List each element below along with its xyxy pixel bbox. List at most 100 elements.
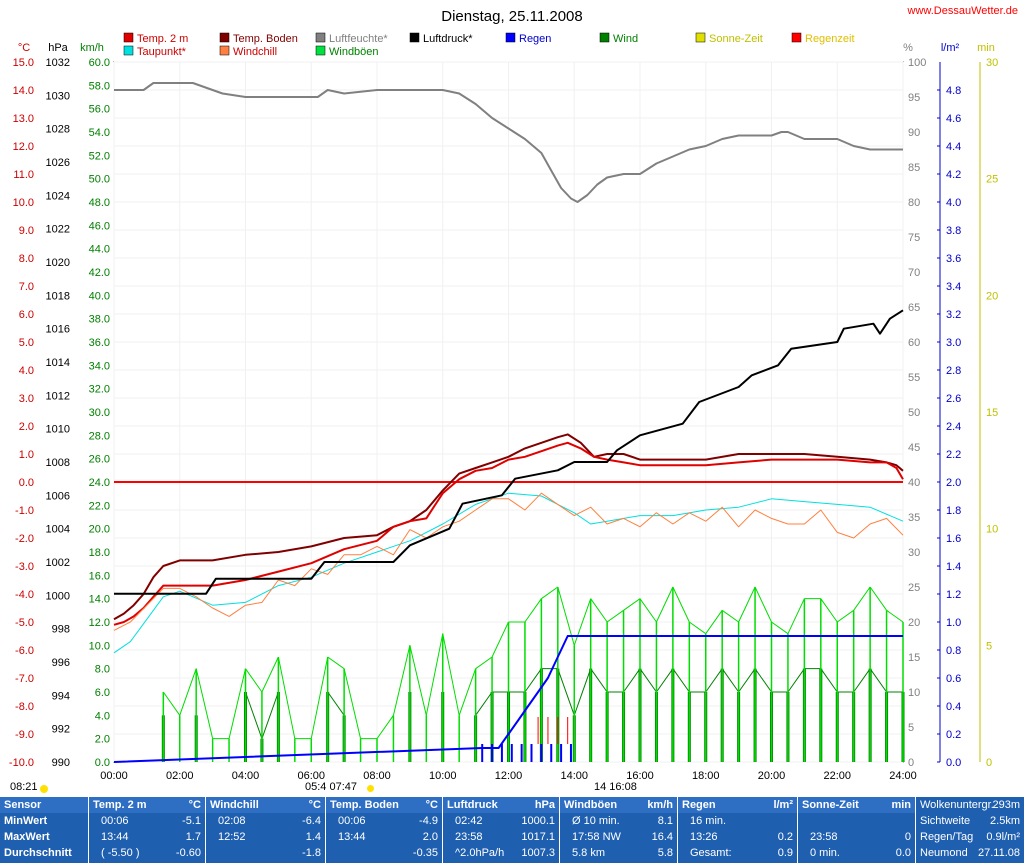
extra-label: Sichtweite [920,815,971,827]
footer-column: Windböen km/h Ø 10 min. 8.1 17:58 NW 16.4 5.8 … [559,797,677,863]
wind-tick-label: 30.0 [89,407,110,419]
x-tick-label: 18:00 [692,770,720,782]
column-title-text: Windböen [564,799,618,811]
x-tick-label: 00:00 [100,770,128,782]
minwert-label: MinWert [4,815,48,827]
wind-segment [787,668,805,693]
rain-tick-label: 0.2 [946,729,961,741]
pressure-tick-label: 1032 [46,57,70,69]
stat-value: 0.2 [777,831,793,843]
stat-time: 12:52 [218,831,246,843]
minutes-unit: min [977,42,995,54]
wind-segment [524,668,542,693]
wind-tick-label: 2.0 [95,734,110,746]
legend-swatch [315,32,326,43]
wind-tick-label: 4.0 [95,710,110,722]
column-title-text: Luftdruck [447,799,498,811]
pressure-tick-label: 1028 [46,124,70,136]
x-tick-label: 16:00 [626,770,654,782]
stat-value: 0.9 [777,847,793,859]
wind-segment [754,586,772,623]
hpa-unit: hPa [48,42,68,54]
temp-tick-label: 13.0 [13,113,34,125]
footer-column: Temp. 2 m °C 00:06 -5.1 13:44 1.7 ( -5.50 ) -0.… [88,797,205,863]
stat-time: 02:42 [455,815,483,827]
wind-tick-label: 32.0 [89,384,110,396]
stat-value: -0.35 [412,847,438,859]
legend-swatch [123,45,134,56]
stat-row: 02:08 -6.4 [206,813,325,829]
temp-tick-label: 14.0 [13,85,34,97]
footer-column: Windchill °C 02:08 -6.4 12:52 1.4 -1.8 [205,797,325,863]
x-tick-label: 10:00 [429,770,457,782]
wind-segment [491,621,509,658]
wind-tick-label: 58.0 [89,80,110,92]
x-tick-label: 02:00 [166,770,194,782]
temp-tick-label: -1.0 [15,505,34,517]
windchill-series-line [113,492,904,631]
wind-tick-label: 8.0 [95,664,110,676]
statistics-footer: Sensor MinWert MaxWert Durchschnitt Temp… [0,797,1024,863]
pressure-tick-label: 1014 [46,357,70,369]
stat-row: 16 min. [678,813,797,829]
wind-segment [425,633,444,716]
wind-segment [261,691,279,739]
row-labels-column: Sensor MinWert MaxWert Durchschnitt [0,797,88,863]
site-url: www.DessauWetter.de [907,5,1018,17]
column-title: Windböen km/h [560,797,677,813]
legend-swatch [505,32,516,43]
legend-label: Temp. Boden [233,33,298,45]
luftfeuchte-series-line [114,82,903,203]
sun-tick-label: 15 [986,407,998,419]
rain-tick-label: 3.4 [946,281,961,293]
stat-row: 00:06 -5.1 [89,813,205,829]
humidity-tick-label: 55 [908,372,920,384]
stat-row: ( -5.50 ) -0.60 [89,845,205,861]
wind-segment [705,668,723,693]
legend-label: Taupunkt* [137,46,187,58]
weather-chart: Dienstag, 25.11.2008 www.DessauWetter.de T… [9,5,1018,782]
legend-label: Temp. 2 m [137,33,188,45]
humidity-tick-label: 15 [908,652,920,664]
wind-segment [376,715,394,739]
column-title: Windchill °C [206,797,325,813]
x-tick-label: 06:00 [297,770,325,782]
wind-tick-label: 52.0 [89,150,110,162]
humidity-tick-label: 75 [908,232,920,244]
wind-segment [869,586,887,611]
humidity-tick-label: 35 [908,512,920,524]
stat-time: 13:26 [690,831,718,843]
stat-value: -0.60 [175,847,201,859]
wind-segment [327,691,345,716]
legend-label: Windböen [329,46,379,58]
temp-tick-label: 2.0 [19,421,34,433]
temp-tick-label: -8.0 [15,701,34,713]
sun-tick-label: 30 [986,57,998,69]
wind-tick-label: 50.0 [89,174,110,186]
stat-row [798,813,915,829]
temp-tick-label: -9.0 [15,729,34,741]
wind-segment [738,586,756,623]
humidity-tick-label: 85 [908,162,920,174]
rain-tick-label: 0.8 [946,645,961,657]
wind-tick-label: 60.0 [89,57,110,69]
temp-2-m-series-line [113,441,904,626]
stat-time: 5.8 km [572,847,606,859]
wind-segment [245,691,263,739]
wind-tick-label: 40.0 [89,290,110,302]
pressure-tick-label: 1030 [46,90,70,102]
pressure-tick-label: 1024 [46,190,70,202]
footer-column: Temp. Boden °C 00:06 -4.9 13:44 2.0 -0.35 [325,797,442,863]
pressure-tick-label: 1002 [46,557,70,569]
wind-tick-label: 24.0 [89,477,110,489]
wind-segment [738,668,756,693]
wind-segment [228,668,246,739]
humidity-tick-label: 65 [908,302,920,314]
wind-segment [655,586,674,623]
wind-segment [557,668,575,716]
legend-label: Windchill [233,46,277,58]
stat-time: 00:06 [101,815,129,827]
wind-segment [853,586,871,611]
wind-tick-label: 0.0 [95,757,110,769]
stat-value: 0 [904,831,911,843]
